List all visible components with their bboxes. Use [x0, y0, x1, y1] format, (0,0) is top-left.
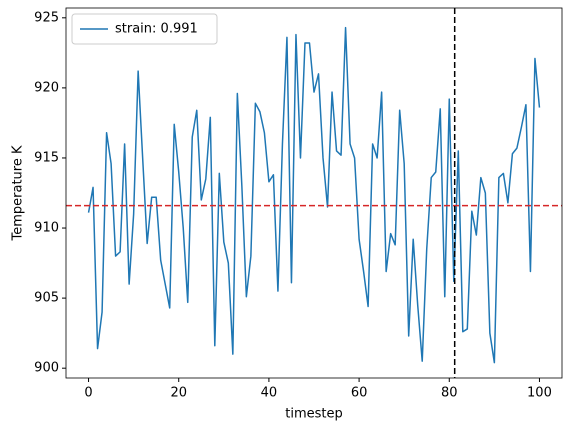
y-tick-label: 905 — [34, 291, 59, 306]
plot-frame — [65, 7, 563, 379]
x-tick-label: 80 — [441, 386, 458, 401]
y-tick-label: 925 — [34, 10, 59, 25]
x-tick-label: 0 — [84, 386, 92, 401]
legend-label: strain: 0.991 — [115, 22, 198, 37]
x-tick-label: 40 — [261, 386, 278, 401]
x-tick-label: 60 — [351, 386, 368, 401]
y-tick-label: 915 — [34, 150, 59, 165]
x-tick-label: 100 — [527, 386, 552, 401]
y-tick-label: 900 — [34, 361, 59, 376]
y-tick-label: 920 — [34, 80, 59, 95]
legend-box — [71, 13, 218, 45]
y-axis-label: Temperature K — [11, 145, 26, 241]
x-tick-label: 20 — [170, 386, 187, 401]
y-tick-label: 910 — [34, 221, 59, 236]
data-line — [87, 26, 541, 364]
x-axis-label: timestep — [285, 407, 343, 422]
